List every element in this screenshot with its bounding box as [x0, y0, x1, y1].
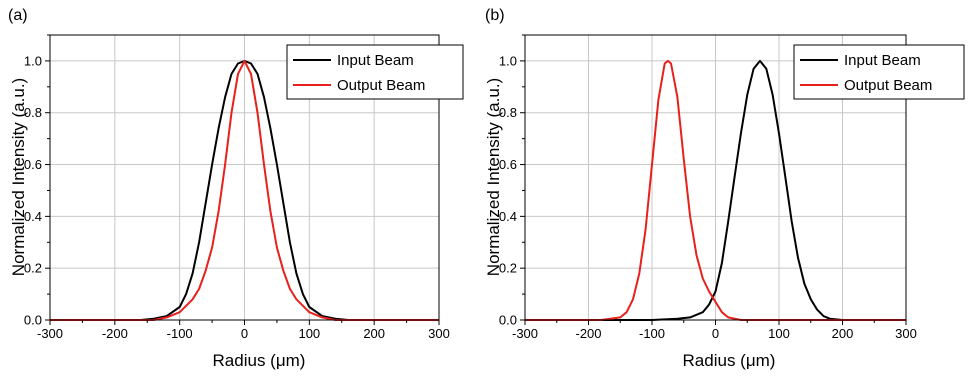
panel-b-y-axis-label: Normalized Intensity (a.u.) — [484, 78, 503, 276]
panel-a-legend-box — [286, 44, 464, 100]
panel-b-series-output-beam-line — [525, 59, 906, 321]
panel-b-x-ticks: -300 -200 -100 0 100 200 300 — [512, 320, 917, 341]
panel-b-y-tick-label: 0.4 — [499, 209, 517, 224]
panel-b-x-tick-label: 100 — [768, 326, 790, 341]
panel-a-x-tick-label: -300 — [37, 326, 63, 341]
panel-b-legend-output-label: Output Beam — [844, 77, 932, 94]
panel-a-legend-input-label: Input Beam — [337, 52, 414, 69]
panel-a-y-tick-label: 0.0 — [24, 313, 42, 328]
panel-a-series-output-beam-line — [50, 59, 439, 321]
panel-b-label: (b) — [485, 7, 505, 24]
panel-b-y-tick-label: 0.6 — [499, 157, 517, 172]
panel-a-legend-output-label: Output Beam — [337, 77, 425, 94]
panel-a-x-ticks: -300 -200 -100 0 100 200 300 — [37, 320, 450, 341]
panel-a-x-tick-label: -100 — [167, 326, 193, 341]
panel-b-x-tick-label: -200 — [575, 326, 601, 341]
panel-a-x-tick-label: 200 — [363, 326, 385, 341]
panel-a-y-axis-label: Normalized Intensity (a.u.) — [9, 78, 28, 276]
panel-a-y-tick-label: 0.6 — [24, 157, 42, 172]
panel-a-x-tick-label: 0 — [241, 326, 248, 341]
panel-b-y-ticks: 0.0 0.2 0.4 0.6 0.8 1.0 — [499, 34, 525, 328]
panel-b-legend-box — [793, 44, 965, 100]
panel-a-series — [50, 59, 439, 321]
panel-b-y-tick-label: 0.0 — [499, 313, 517, 328]
panel-b: (b) -300 -200 -100 0 100 200 300 0.00.20.40.60… — [484, 7, 965, 370]
panel-b-grid — [525, 35, 906, 320]
panel-a-x-tick-label: 300 — [428, 326, 450, 341]
panel-b-x-tick-label: 0 — [712, 326, 719, 341]
panel-b-x-axis-label: Radius (μm) — [683, 351, 776, 370]
panel-b-x-tick-label: -100 — [639, 326, 665, 341]
panel-a: (a) -300 -200 -100 0 100 200 300 0.00.20.40.60… — [8, 7, 464, 370]
panel-a-legend: Input Beam Output Beam — [286, 44, 464, 100]
panel-a-y-tick-label: 1.0 — [24, 53, 42, 68]
panel-a-y-tick-label: 0.8 — [24, 105, 42, 120]
panel-a-x-axis-label: Radius (μm) — [213, 351, 306, 370]
panel-a-y-ticks: 0.0 0.2 0.4 0.6 0.8 1.0 — [24, 34, 50, 328]
panel-a-y-tick-label: 0.2 — [24, 261, 42, 276]
panel-b-x-tick-label: 200 — [832, 326, 854, 341]
panel-b-x-tick-label: -300 — [512, 326, 538, 341]
panel-a-y-tick-label: 0.4 — [24, 209, 42, 224]
panel-a-x-tick-label: 100 — [298, 326, 320, 341]
panel-b-series-input-beam-line — [525, 59, 906, 321]
panel-b-series — [525, 59, 906, 321]
panel-b-y-tick-label: 0.8 — [499, 105, 517, 120]
panel-a-x-tick-label: -200 — [102, 326, 128, 341]
panel-b-legend: Input Beam Output Beam — [793, 44, 965, 100]
panel-b-y-tick-label: 1.0 — [499, 53, 517, 68]
panel-b-y-tick-label: 0.2 — [499, 261, 517, 276]
panel-b-legend-input-label: Input Beam — [844, 52, 921, 69]
panel-b-x-tick-label: 300 — [895, 326, 917, 341]
panel-a-label: (a) — [8, 7, 28, 24]
